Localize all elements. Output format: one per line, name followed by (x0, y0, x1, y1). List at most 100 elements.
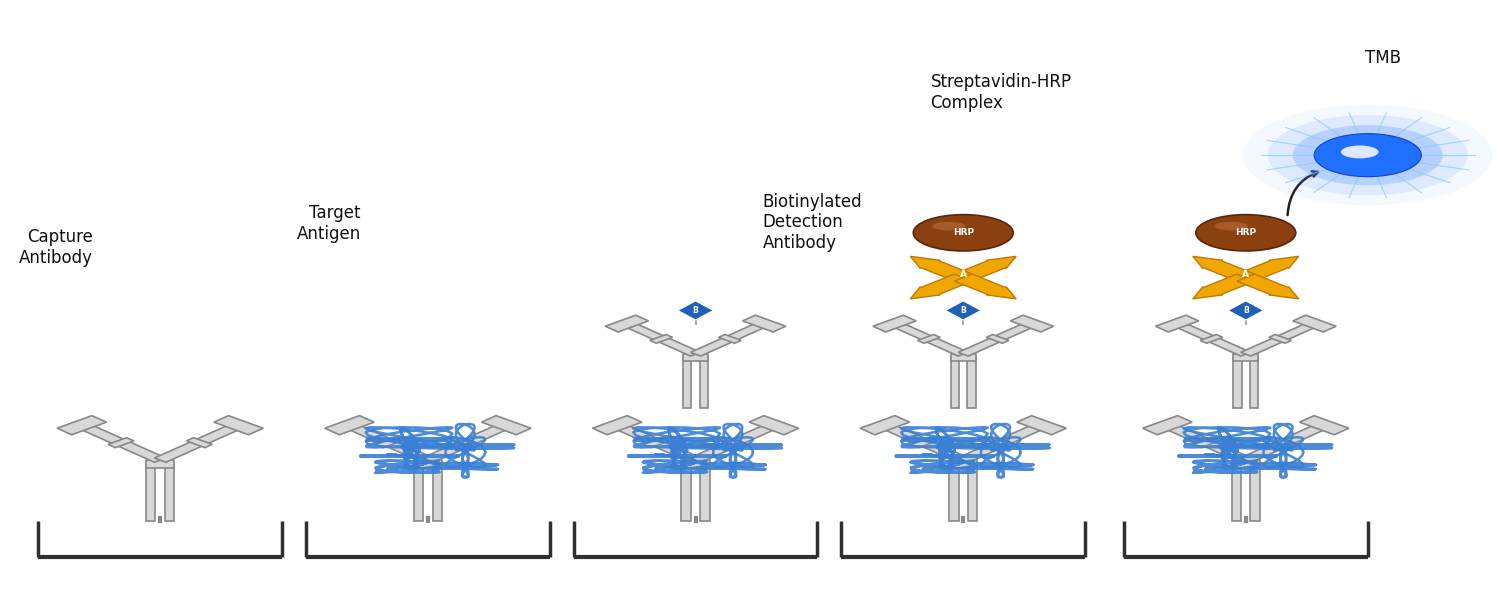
Polygon shape (1194, 437, 1219, 448)
Polygon shape (1293, 315, 1336, 332)
Text: HRP: HRP (952, 229, 974, 238)
Bar (1233, 354, 1258, 361)
Bar (146, 464, 156, 521)
Text: Capture
Antibody: Capture Antibody (20, 229, 93, 267)
FancyArrow shape (1192, 256, 1254, 281)
Polygon shape (482, 416, 531, 435)
Polygon shape (644, 437, 669, 448)
FancyArrow shape (690, 322, 770, 356)
Ellipse shape (933, 222, 966, 230)
Polygon shape (1017, 416, 1066, 435)
Polygon shape (990, 437, 1016, 448)
Text: TMB: TMB (1365, 49, 1401, 67)
Ellipse shape (1196, 215, 1296, 251)
FancyArrow shape (76, 423, 166, 462)
Text: B: B (960, 306, 966, 315)
Polygon shape (1272, 437, 1298, 448)
Bar (681, 464, 692, 521)
Polygon shape (986, 335, 1010, 343)
Bar (432, 464, 442, 521)
FancyArrow shape (344, 423, 433, 462)
Text: Target
Antigen: Target Antigen (297, 205, 362, 243)
Bar (950, 460, 978, 467)
Bar (1233, 358, 1242, 407)
FancyArrow shape (1172, 322, 1251, 356)
Polygon shape (375, 437, 402, 448)
Bar (1251, 464, 1260, 521)
Ellipse shape (1314, 134, 1422, 176)
Bar (414, 460, 442, 467)
Polygon shape (592, 416, 642, 435)
Polygon shape (1299, 416, 1348, 435)
Text: HRP: HRP (1234, 229, 1257, 238)
Ellipse shape (914, 215, 1013, 251)
Text: A: A (1242, 270, 1250, 279)
Bar (699, 358, 708, 407)
Polygon shape (718, 335, 741, 343)
Bar (700, 464, 709, 521)
Polygon shape (910, 437, 938, 448)
Polygon shape (326, 416, 374, 435)
Text: Streptavidin-HRP
Complex: Streptavidin-HRP Complex (930, 73, 1071, 112)
Bar (951, 354, 975, 361)
Bar (968, 464, 978, 521)
Polygon shape (678, 301, 714, 320)
Polygon shape (214, 416, 264, 435)
Polygon shape (742, 315, 786, 332)
Ellipse shape (1293, 125, 1443, 185)
FancyArrow shape (954, 256, 1016, 281)
Ellipse shape (1215, 222, 1248, 230)
Polygon shape (1010, 315, 1053, 332)
FancyArrow shape (910, 256, 972, 281)
FancyArrow shape (622, 322, 701, 356)
Polygon shape (186, 437, 213, 448)
Polygon shape (1143, 416, 1192, 435)
FancyArrow shape (1240, 423, 1330, 462)
Bar (950, 464, 958, 521)
FancyArrow shape (1240, 322, 1320, 356)
Ellipse shape (1244, 105, 1492, 205)
Bar (1232, 464, 1240, 521)
Text: A: A (960, 270, 966, 279)
Bar (165, 464, 174, 521)
Polygon shape (748, 416, 798, 435)
Text: Biotinylated
Detection
Antibody: Biotinylated Detection Antibody (762, 193, 862, 252)
Polygon shape (57, 416, 106, 435)
FancyArrow shape (1238, 256, 1299, 281)
FancyArrow shape (957, 423, 1047, 462)
FancyArrow shape (958, 322, 1036, 356)
Bar (968, 358, 975, 407)
FancyArrow shape (890, 322, 969, 356)
Polygon shape (945, 301, 981, 320)
Polygon shape (108, 437, 134, 448)
Polygon shape (454, 437, 480, 448)
Bar (414, 464, 423, 521)
Polygon shape (1269, 335, 1292, 343)
Bar (1250, 358, 1258, 407)
FancyArrow shape (690, 423, 780, 462)
FancyArrow shape (612, 423, 702, 462)
Bar (682, 354, 708, 361)
Bar (951, 358, 958, 407)
FancyArrow shape (910, 274, 972, 299)
Polygon shape (650, 335, 672, 343)
Bar (146, 460, 174, 467)
Polygon shape (873, 315, 916, 332)
Text: B: B (1244, 306, 1248, 315)
Bar (682, 358, 692, 407)
Polygon shape (1155, 315, 1198, 332)
FancyArrow shape (1161, 423, 1251, 462)
Polygon shape (918, 335, 940, 343)
Bar (681, 460, 710, 467)
FancyArrow shape (954, 274, 1016, 299)
Polygon shape (1200, 335, 1222, 343)
Polygon shape (859, 416, 909, 435)
Ellipse shape (1341, 145, 1378, 158)
FancyArrow shape (1238, 274, 1299, 299)
Polygon shape (1228, 301, 1263, 320)
Polygon shape (604, 315, 648, 332)
Polygon shape (722, 437, 747, 448)
Text: B: B (693, 306, 699, 315)
FancyArrow shape (1192, 274, 1254, 299)
Ellipse shape (1268, 115, 1467, 195)
